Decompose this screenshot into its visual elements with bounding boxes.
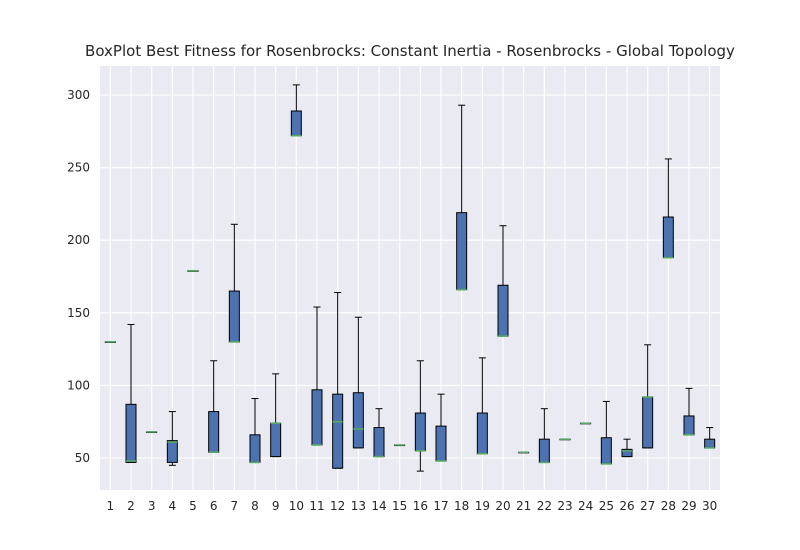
box-item <box>476 357 488 455</box>
x-tick-label: 19 <box>475 499 490 513</box>
box-iqr <box>208 411 220 453</box>
box-item <box>621 438 633 458</box>
x-tick-label: 22 <box>537 499 552 513</box>
box-item <box>270 373 282 458</box>
box-item <box>373 408 385 458</box>
x-tick-label: 30 <box>702 499 717 513</box>
y-tick-labels: 50 100 150 200 250 300 <box>67 88 90 465</box>
x-tick-label: 2 <box>127 499 135 513</box>
y-tick-label: 100 <box>67 378 90 392</box>
x-tick-label: 26 <box>619 499 634 513</box>
x-tick-label: 20 <box>495 499 510 513</box>
x-tick-label: 3 <box>148 499 156 513</box>
box-item <box>435 393 447 462</box>
boxes <box>104 84 716 472</box>
box-item <box>352 316 364 449</box>
x-tick-label: 8 <box>251 499 259 513</box>
box-item <box>332 292 344 469</box>
box-item <box>642 344 654 449</box>
x-tick-label: 1 <box>107 499 115 513</box>
box-iqr <box>662 216 674 259</box>
x-tick-label: 29 <box>681 499 696 513</box>
box-item <box>311 306 323 446</box>
box-iqr <box>497 284 509 337</box>
y-tick-label: 50 <box>75 451 90 465</box>
box-iqr <box>704 438 716 449</box>
plot-background <box>100 66 720 490</box>
x-tick-label: 15 <box>392 499 407 513</box>
box-item <box>497 225 509 337</box>
box-iqr <box>373 427 385 458</box>
x-tick-label: 21 <box>516 499 531 513</box>
x-tick-label: 16 <box>413 499 428 513</box>
box-iqr <box>270 422 282 458</box>
box-iqr <box>125 403 137 463</box>
y-tick-label: 250 <box>67 161 90 175</box>
box-item <box>187 269 199 272</box>
y-tick-label: 200 <box>67 233 90 247</box>
box-item <box>166 411 178 466</box>
box-iqr <box>332 393 344 469</box>
x-tick-label: 23 <box>557 499 572 513</box>
box-item <box>249 398 261 464</box>
box-item <box>104 341 116 343</box>
box-iqr <box>683 415 695 436</box>
box-item <box>600 400 612 465</box>
box-item <box>538 408 550 464</box>
box-iqr <box>228 290 240 343</box>
box-item <box>414 360 426 472</box>
box-item <box>146 431 158 434</box>
box-iqr <box>538 438 550 463</box>
x-tick-label: 27 <box>640 499 655 513</box>
x-tick-label: 11 <box>309 499 324 513</box>
box-item <box>456 104 468 291</box>
x-tick-label: 4 <box>169 499 177 513</box>
x-tick-label: 10 <box>289 499 304 513</box>
box-iqr <box>249 434 261 463</box>
chart-title: BoxPlot Best Fitness for Rosenbrocks: Co… <box>85 42 735 60</box>
box-iqr <box>642 396 654 449</box>
box-item <box>228 223 240 343</box>
box-iqr <box>621 448 633 458</box>
box-iqr <box>476 412 488 455</box>
box-item <box>125 323 137 463</box>
y-tick-label: 150 <box>67 306 90 320</box>
y-tick-label: 300 <box>67 88 90 102</box>
box-iqr <box>352 392 364 449</box>
box-iqr <box>166 440 178 463</box>
box-item <box>704 427 716 449</box>
box-iqr <box>290 110 302 137</box>
x-tick-labels: 1 2 3 4 5 6 7 8 9 10 11 12 13 14 15 16 17 18 19 20 21 22 23 24 2… <box>107 499 718 513</box>
box-item <box>518 451 530 454</box>
box-iqr <box>600 437 612 465</box>
x-tick-label: 17 <box>433 499 448 513</box>
x-tick-label: 28 <box>661 499 676 513</box>
x-tick-label: 25 <box>599 499 614 513</box>
x-tick-label: 7 <box>231 499 239 513</box>
box-item <box>580 422 592 425</box>
box-iqr <box>414 412 426 452</box>
box-item <box>290 84 302 137</box>
x-tick-label: 9 <box>272 499 280 513</box>
box-item <box>559 438 571 441</box>
x-tick-label: 5 <box>189 499 197 513</box>
x-tick-label: 24 <box>578 499 593 513</box>
box-item <box>394 444 406 447</box>
x-tick-label: 6 <box>210 499 218 513</box>
box-iqr <box>311 389 323 446</box>
box-item <box>208 360 220 454</box>
x-tick-label: 14 <box>371 499 386 513</box>
box-iqr <box>456 212 468 291</box>
x-tick-label: 12 <box>330 499 345 513</box>
x-tick-label: 18 <box>454 499 469 513</box>
x-tick-label: 13 <box>351 499 366 513</box>
box-iqr <box>435 425 447 462</box>
box-item <box>662 158 674 259</box>
box-item <box>683 387 695 436</box>
